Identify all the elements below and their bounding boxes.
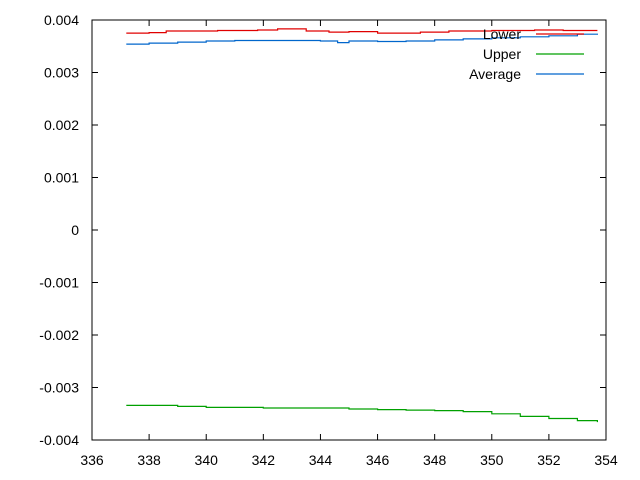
- x-tick-label: 336: [80, 452, 104, 468]
- plot-frame: [91, 19, 607, 441]
- series-line-average: [126, 33, 598, 45]
- y-tick-label: 0.003: [44, 65, 79, 81]
- y-tick-label: 0.004: [44, 12, 79, 28]
- legend-label-average: Average: [469, 66, 521, 82]
- series-line-upper: [126, 404, 598, 423]
- y-tick-label: 0.001: [44, 170, 79, 186]
- x-tick-label: 338: [137, 452, 161, 468]
- x-tick-label: 354: [594, 452, 618, 468]
- y-tick-label: -0.001: [39, 275, 79, 291]
- x-tick-label: 340: [195, 452, 219, 468]
- legend: Lower Upper Average: [469, 26, 584, 82]
- x-tick-label: 350: [480, 452, 504, 468]
- y-tick-label: 0.002: [44, 117, 79, 133]
- legend-label-lower: Lower: [483, 26, 521, 42]
- axis-ticks: 336 338 340 342 344 346 348 350 352 354 -0.004 -0.0…: [39, 12, 618, 468]
- series-layer: [126, 28, 598, 423]
- x-tick-label: 344: [309, 452, 333, 468]
- y-tick-label: -0.004: [39, 432, 79, 448]
- x-tick-label: 348: [423, 452, 447, 468]
- y-tick-label: 0: [71, 222, 79, 238]
- y-tick-label: -0.003: [39, 380, 79, 396]
- x-tick-label: 342: [252, 452, 276, 468]
- series-line-lower: [126, 28, 598, 34]
- legend-label-upper: Upper: [483, 46, 521, 62]
- x-tick-label: 352: [537, 452, 561, 468]
- x-tick-label: 346: [366, 452, 390, 468]
- y-tick-label: -0.002: [39, 327, 79, 343]
